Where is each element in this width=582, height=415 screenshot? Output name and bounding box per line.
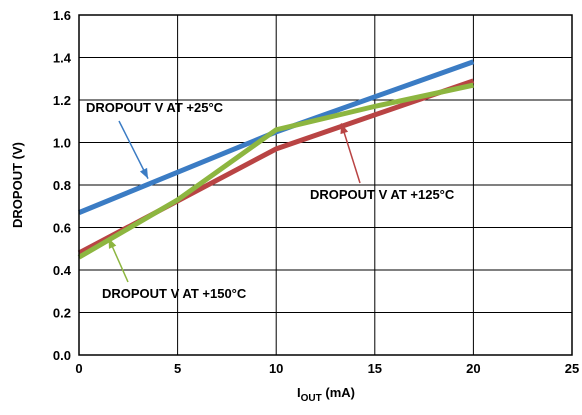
y-tick-label: 0.2 [53, 306, 71, 321]
annotation-arrow-line [340, 123, 361, 184]
y-tick-label: 0.4 [53, 263, 72, 278]
y-tick-label: 1.2 [53, 93, 71, 108]
y-tick-label: 1.4 [53, 51, 72, 66]
annotation-125c: DROPOUT V AT +125°C [310, 187, 455, 202]
y-axis-title: DROPOUT (V) [10, 142, 25, 228]
y-tick-label: 0.8 [53, 178, 71, 193]
x-tick-labels: 0 5 10 15 20 25 [75, 361, 579, 376]
y-tick-label: 1.0 [53, 136, 71, 151]
series-group [77, 59, 475, 260]
annotation-arrow-head [108, 238, 117, 249]
series-line [77, 82, 474, 260]
x-tick-label: 15 [368, 361, 382, 376]
x-axis-title-main: I [297, 385, 301, 400]
x-axis-title: IOUT (mA) [297, 385, 355, 404]
plot-frame [78, 14, 573, 356]
y-tick-label: 1.6 [53, 8, 71, 23]
annotation-arrow-head [340, 123, 349, 135]
annotation-25c: DROPOUT V AT +25°C [86, 100, 224, 115]
x-axis-title-unit: (mA) [322, 385, 355, 400]
x-tick-label: 20 [466, 361, 480, 376]
x-tick-label: 25 [565, 361, 579, 376]
annotation-arrow-head [139, 167, 149, 179]
annotation-150c: DROPOUT V AT +150°C [102, 286, 247, 301]
x-axis-title-sub: OUT [301, 393, 322, 404]
x-tick-label: 10 [269, 361, 283, 376]
x-tick-label: 5 [174, 361, 181, 376]
y-tick-label: 0.0 [53, 348, 71, 363]
y-tick-labels: 0.0 0.2 0.4 0.6 0.8 1.0 1.2 1.4 1.6 [53, 8, 72, 363]
x-tick-label: 0 [75, 361, 82, 376]
annotation-arrow-line [118, 120, 149, 179]
annotation-arrows [107, 120, 361, 283]
y-tick-label: 0.6 [53, 221, 71, 236]
